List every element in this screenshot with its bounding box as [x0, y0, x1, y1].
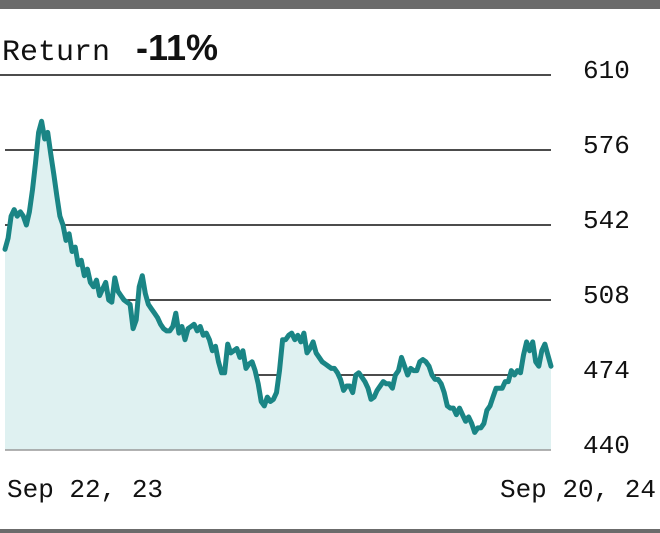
y-tick-label: 542 — [583, 206, 630, 236]
y-tick-label: 610 — [583, 56, 630, 86]
bottom-border — [0, 529, 660, 533]
x-tick-label-end: Sep 20, 24 — [500, 475, 656, 505]
y-tick-label: 440 — [583, 431, 630, 461]
y-axis-labels: 440 474 508 542 576 610 — [583, 56, 630, 461]
series-area-fill — [5, 121, 551, 451]
x-tick-label-start: Sep 22, 23 — [7, 475, 163, 505]
y-tick-label: 474 — [583, 356, 630, 386]
x-axis-labels: Sep 22, 23 Sep 20, 24 — [7, 475, 656, 505]
y-tick-label: 576 — [583, 131, 630, 161]
chart-title: Return — [2, 36, 110, 70]
return-value: -11% — [136, 27, 218, 68]
y-tick-label: 508 — [583, 281, 630, 311]
top-border — [0, 0, 660, 9]
series-line — [2, 118, 554, 435]
